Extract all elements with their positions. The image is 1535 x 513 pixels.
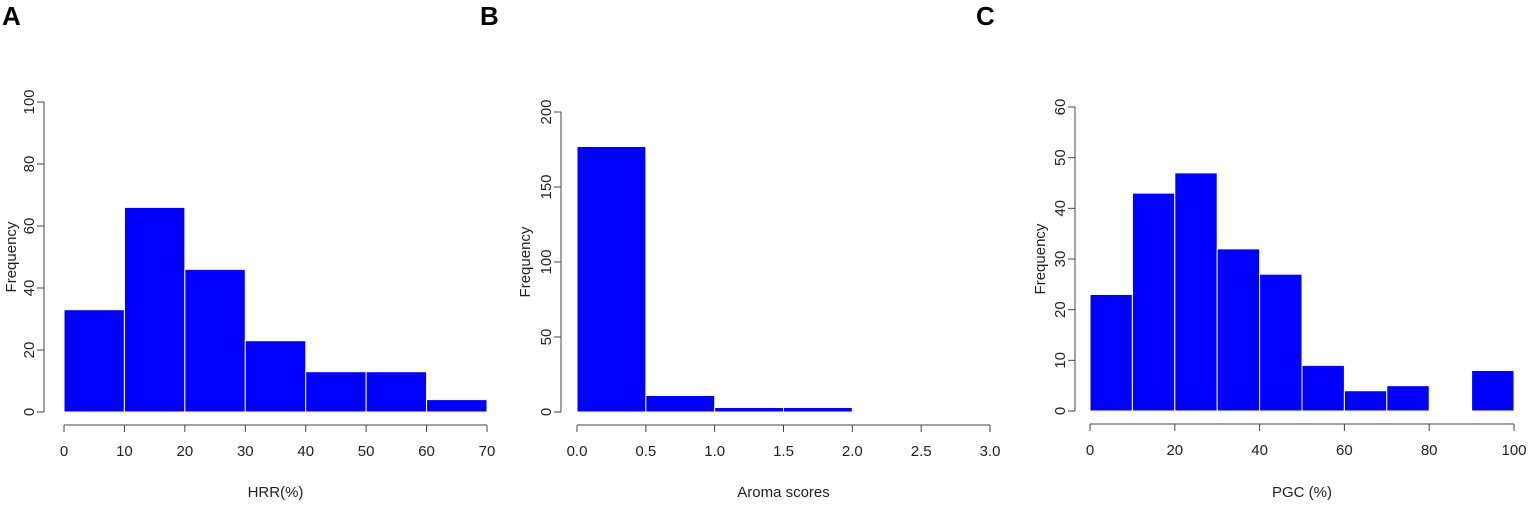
histogram-bar (1259, 273, 1303, 412)
histogram-bar (1343, 390, 1388, 412)
x-tick-label: 0.0 (567, 443, 588, 460)
x-tick-label: 3.0 (980, 443, 1001, 460)
y-tick-label: 50 (1052, 149, 1069, 166)
histogram-bar (1174, 172, 1218, 412)
histogram-bar (365, 371, 428, 413)
y-tick-label: 200 (538, 99, 555, 124)
y-tick-label: 0 (21, 408, 38, 416)
x-tick-label: 1.0 (704, 443, 725, 460)
y-tick-label: 20 (21, 342, 38, 359)
x-tick-label: 1.5 (773, 443, 794, 460)
x-tick-label: 40 (297, 443, 314, 460)
x-tick-label: 0 (1086, 442, 1094, 459)
x-axis-label: Aroma scores (737, 484, 830, 501)
histogram-bar (305, 371, 367, 413)
panel-label-b: B (480, 1, 499, 31)
histogram-bar (1471, 369, 1515, 412)
histogram-bar (645, 395, 716, 413)
x-tick-label: 0.5 (635, 443, 656, 460)
y-tick-label: 150 (538, 174, 555, 199)
x-tick-label: 0 (60, 443, 68, 460)
y-tick-label: 10 (1052, 352, 1069, 369)
y-tick-label: 0 (538, 408, 555, 416)
y-tick-label: 40 (1052, 200, 1069, 217)
x-tick-label: 60 (418, 443, 435, 460)
panel-b: B 0.0 0.5 1.0 1.5 2.0 2.5 3.0 0 50 100 150 200 Aroma… (480, 1, 1000, 501)
histogram-bar (244, 340, 307, 413)
y-tick-label: 50 (538, 329, 555, 346)
x-tick-label: 30 (237, 443, 254, 460)
y-tick-label: 40 (21, 280, 38, 297)
x-tick-label: 70 (479, 443, 496, 460)
x-axis-label: HRR(%) (248, 484, 304, 501)
histogram-bar (714, 407, 785, 413)
panel-a: A 0 10 20 30 40 50 60 70 0 20 40 60 80 100 HRR(%) Frequ… (2, 1, 495, 501)
y-tick-label: 100 (21, 89, 38, 114)
y-tick-label: 30 (1052, 251, 1069, 268)
y-tick-label: 20 (1052, 301, 1069, 318)
histogram-bar (1131, 192, 1176, 412)
histogram-bar (184, 268, 246, 413)
y-tick-label: 60 (1052, 99, 1069, 116)
histogram-bar (1216, 248, 1261, 412)
x-tick-label: 60 (1336, 442, 1353, 459)
y-tick-label: 0 (1052, 407, 1069, 415)
x-tick-label: 2.0 (842, 443, 863, 460)
y-axis-label: Frequency (517, 226, 534, 297)
histogram-bar (1301, 364, 1345, 412)
x-tick-label: 20 (177, 443, 194, 460)
x-tick-label: 50 (358, 443, 375, 460)
x-tick-label: 40 (1251, 442, 1268, 459)
x-tick-label: 20 (1166, 442, 1183, 459)
y-tick-label: 60 (21, 218, 38, 235)
x-tick-label: 10 (116, 443, 133, 460)
panel-label-c: C (976, 1, 995, 31)
x-tick-label: 80 (1421, 442, 1438, 459)
histogram-bar (426, 399, 488, 413)
histogram-bar (576, 146, 647, 413)
y-tick-label: 100 (538, 249, 555, 274)
histogram-bar (123, 206, 186, 413)
y-axis-label: Frequency (3, 221, 20, 292)
histogram-bar (783, 407, 853, 413)
y-axis-label: Frequency (1032, 223, 1049, 294)
histogram-bar (63, 309, 125, 413)
histogram-bar (1386, 385, 1430, 412)
y-tick-label: 80 (21, 156, 38, 173)
x-axis-label: PGC (%) (1272, 484, 1332, 501)
histogram-bar (1089, 293, 1133, 412)
panel-label-a: A (2, 1, 21, 31)
panel-c: C 0 20 40 60 80 100 0 10 20 30 40 50 60 PGC (%) Freque… (976, 1, 1527, 501)
x-tick-label: 100 (1501, 442, 1526, 459)
x-tick-label: 2.5 (911, 443, 932, 460)
